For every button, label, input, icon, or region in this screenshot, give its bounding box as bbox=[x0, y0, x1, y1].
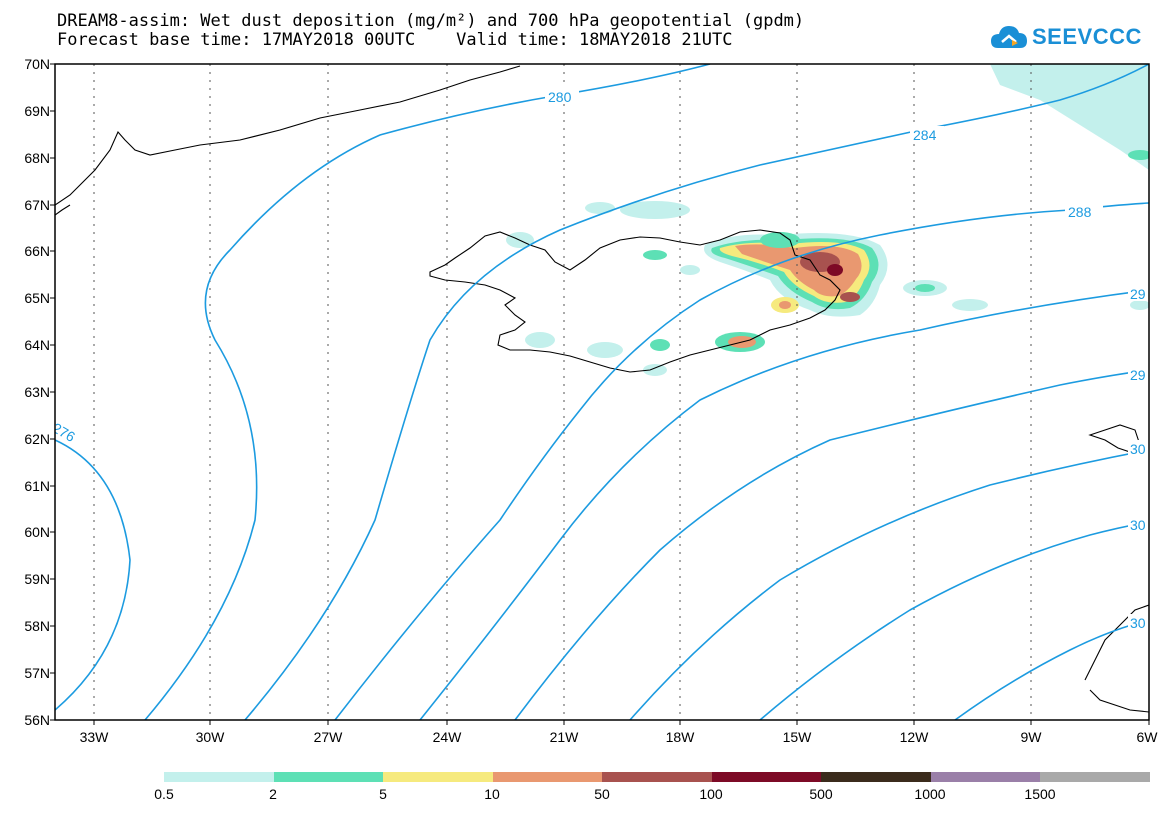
legend-label: 2 bbox=[269, 786, 277, 802]
lat-label: 58N bbox=[24, 618, 50, 634]
cloud-icon bbox=[991, 26, 1027, 48]
legend-label: 10 bbox=[484, 786, 500, 802]
seevccc-logo: SEEVCCC bbox=[990, 20, 1142, 54]
contour-label: 284 bbox=[913, 127, 937, 143]
legend-label: 1500 bbox=[1024, 786, 1056, 802]
dust-patch bbox=[827, 264, 843, 276]
dust-patch bbox=[587, 342, 623, 358]
legend-swatch bbox=[164, 772, 274, 782]
lat-label: 57N bbox=[24, 665, 50, 681]
contour-labels: 280 284 288 276 29 29 30 30 30 bbox=[55, 88, 1149, 631]
dust-patch bbox=[525, 332, 555, 348]
dust-patch bbox=[1128, 150, 1149, 160]
legend-swatch bbox=[602, 772, 712, 782]
legend-swatch bbox=[273, 772, 383, 782]
dust-patch bbox=[643, 364, 667, 376]
axis-ticks bbox=[50, 63, 1150, 725]
map-title: DREAM8-assim: Wet dust deposition (mg/m²… bbox=[57, 11, 805, 31]
dust-patch bbox=[840, 292, 860, 302]
contour-label: 30 bbox=[1130, 615, 1146, 631]
lon-label: 15W bbox=[782, 729, 812, 745]
dust-patch bbox=[650, 339, 670, 351]
lat-label: 59N bbox=[24, 571, 50, 587]
dust-patch bbox=[680, 265, 700, 275]
lon-label: 9W bbox=[1020, 729, 1042, 745]
legend-label: 500 bbox=[809, 786, 833, 802]
lat-label: 66N bbox=[24, 243, 50, 259]
lat-label: 69N bbox=[24, 103, 50, 119]
contour-label: 280 bbox=[548, 89, 572, 105]
color-legend bbox=[164, 772, 1150, 782]
map-frame bbox=[54, 63, 1150, 721]
legend-label: 1000 bbox=[914, 786, 946, 802]
lat-label: 56N bbox=[24, 712, 50, 728]
legend-swatch bbox=[492, 772, 602, 782]
legend-swatch bbox=[1040, 772, 1150, 782]
legend-label: 100 bbox=[699, 786, 723, 802]
dust-patch bbox=[915, 284, 935, 292]
legend-label: 5 bbox=[379, 786, 387, 802]
contour-label: 29 bbox=[1130, 286, 1146, 302]
lat-label: 70N bbox=[24, 56, 50, 72]
contour-label: 30 bbox=[1130, 517, 1146, 533]
contour-label: 29 bbox=[1130, 367, 1146, 383]
lon-label: 12W bbox=[899, 729, 929, 745]
legend-swatch bbox=[711, 772, 821, 782]
lat-label: 67N bbox=[24, 197, 50, 213]
lat-label: 62N bbox=[24, 431, 50, 447]
lat-label: 60N bbox=[24, 524, 50, 540]
legend-label: 0.5 bbox=[154, 786, 174, 802]
logo-text: SEEVCCC bbox=[1032, 24, 1142, 49]
dust-patch bbox=[952, 299, 988, 311]
coastlines bbox=[55, 65, 1149, 713]
dust-patch bbox=[760, 232, 800, 248]
lat-label: 68N bbox=[24, 150, 50, 166]
lon-label: 6W bbox=[1136, 729, 1158, 745]
dust-patch bbox=[643, 250, 667, 260]
lon-label: 27W bbox=[313, 729, 343, 745]
lat-label: 65N bbox=[24, 290, 50, 306]
dust-patch bbox=[990, 64, 1149, 170]
lon-label: 30W bbox=[195, 729, 225, 745]
legend-label: 50 bbox=[594, 786, 610, 802]
legend-swatch bbox=[383, 772, 493, 782]
lon-label: 18W bbox=[665, 729, 695, 745]
lon-label: 21W bbox=[549, 729, 579, 745]
dust-patch bbox=[620, 201, 690, 219]
legend-swatch bbox=[930, 772, 1040, 782]
contour-label: 288 bbox=[1068, 204, 1092, 220]
dust-patch bbox=[779, 301, 791, 309]
geopotential-contours bbox=[55, 64, 1149, 720]
dust-patch bbox=[1130, 300, 1149, 310]
dust-deposition-field bbox=[506, 64, 1149, 376]
lat-label: 63N bbox=[24, 384, 50, 400]
lon-label: 33W bbox=[79, 729, 109, 745]
lat-label: 64N bbox=[24, 337, 50, 353]
contour-label: 30 bbox=[1130, 441, 1146, 457]
dust-patch bbox=[585, 202, 615, 214]
lat-label: 61N bbox=[24, 478, 50, 494]
legend-swatch bbox=[821, 772, 931, 782]
lon-label: 24W bbox=[432, 729, 462, 745]
map-subtitle: Forecast base time: 17MAY2018 00UTC Vali… bbox=[57, 30, 733, 50]
